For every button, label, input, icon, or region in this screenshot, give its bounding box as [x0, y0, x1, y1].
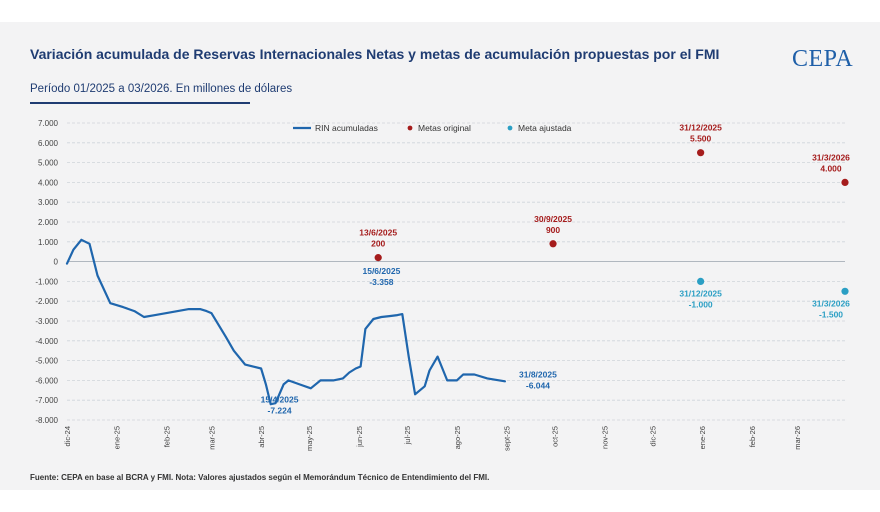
y-tick-label: -8.000	[35, 416, 58, 425]
legend-label: RIN acumuladas	[315, 123, 378, 133]
legend-label: Metas original	[418, 123, 471, 133]
meta-ajustada-point	[697, 277, 705, 285]
chart-title: Variación acumulada de Reservas Internac…	[30, 46, 720, 62]
point-value-label: 200	[371, 239, 385, 249]
chart-card	[0, 22, 880, 490]
annotation-value-label: -3.358	[369, 277, 393, 287]
y-tick-label: 7.000	[38, 119, 59, 128]
meta-original-point	[697, 149, 705, 157]
y-tick-label: 6.000	[38, 139, 59, 148]
meta-original-point	[374, 254, 382, 262]
point-date-label: 30/9/2025	[534, 214, 572, 224]
y-tick-label: 2.000	[38, 218, 59, 227]
annotation-date-label: 15/6/2025	[362, 266, 400, 276]
y-tick-label: -4.000	[35, 337, 58, 346]
y-tick-label: -6.000	[35, 376, 58, 385]
chart-subtitle: Período 01/2025 a 03/2026. En millones d…	[30, 83, 293, 95]
point-value-label: -1.500	[819, 309, 843, 319]
meta-ajustada-point	[841, 287, 849, 295]
legend-dot-swatch	[507, 125, 513, 131]
y-tick-label: 3.000	[38, 198, 59, 207]
point-date-label: 31/12/2025	[679, 123, 722, 133]
point-value-label: 5.500	[690, 134, 712, 144]
y-tick-label: 5.000	[38, 159, 59, 168]
x-tick-label: abr-25	[257, 426, 266, 448]
x-tick-label: feb-26	[748, 426, 757, 447]
x-tick-label: ene-26	[698, 426, 707, 449]
cepa-logo: CEPA	[792, 46, 854, 72]
annotation-date-label: 15/4/2025	[261, 395, 299, 405]
y-tick-label: -2.000	[35, 297, 58, 306]
point-value-label: 4.000	[820, 163, 842, 173]
x-tick-label: nov-25	[600, 426, 609, 449]
y-tick-label: -7.000	[35, 396, 58, 405]
legend-dot-swatch	[407, 125, 413, 131]
point-value-label: -1.000	[689, 299, 713, 309]
y-tick-label: -3.000	[35, 317, 58, 326]
x-tick-label: dic-25	[649, 426, 658, 446]
point-value-label: 900	[546, 225, 560, 235]
x-tick-label: mar-25	[207, 426, 216, 450]
title-underline	[30, 102, 250, 104]
source-note: Fuente: CEPA en base al BCRA y FMI. Nota…	[30, 473, 490, 482]
x-tick-label: may-25	[305, 426, 314, 451]
x-tick-label: dic-24	[63, 426, 72, 446]
y-tick-label: -1.000	[35, 277, 58, 286]
x-tick-label: ene-25	[113, 426, 122, 449]
meta-original-point	[841, 178, 849, 186]
annotation-date-label: 31/8/2025	[519, 369, 557, 379]
x-tick-label: jul-25	[403, 426, 412, 445]
x-tick-label: feb-25	[162, 426, 171, 447]
x-tick-label: oct-25	[551, 426, 560, 447]
x-tick-label: ago-25	[453, 426, 462, 449]
meta-original-point	[549, 240, 557, 248]
annotation-value-label: -6.044	[526, 380, 550, 390]
x-tick-label: mar-26	[793, 426, 802, 450]
annotation-value-label: -7.224	[268, 406, 292, 416]
y-tick-label: 1.000	[38, 238, 59, 247]
y-tick-label: 0	[54, 258, 59, 267]
point-date-label: 31/12/2025	[679, 288, 722, 298]
point-date-label: 13/6/2025	[359, 228, 397, 238]
x-tick-label: jun-25	[355, 426, 364, 448]
rin-series-line	[65, 238, 506, 406]
y-tick-label: 4.000	[38, 178, 59, 187]
point-date-label: 31/3/2026	[812, 298, 850, 308]
y-tick-label: -5.000	[35, 357, 58, 366]
point-date-label: 31/3/2026	[812, 152, 850, 162]
x-tick-label: sept-25	[503, 426, 512, 451]
legend-label: Meta ajustada	[518, 123, 572, 133]
